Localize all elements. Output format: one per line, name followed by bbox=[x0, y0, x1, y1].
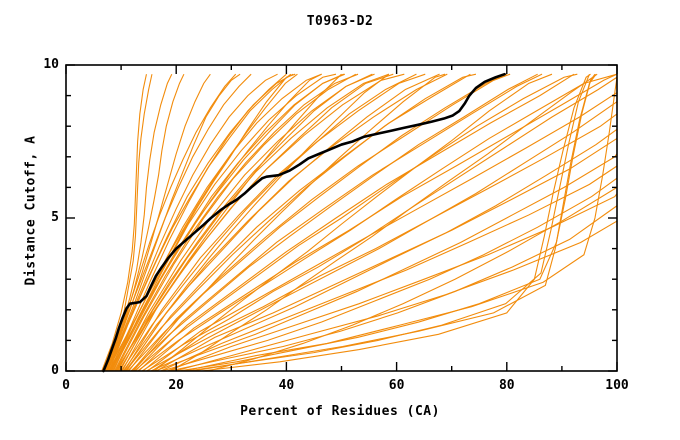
prediction-curve bbox=[132, 73, 446, 372]
prediction-curve bbox=[127, 73, 508, 372]
x-tick-label: 20 bbox=[168, 378, 185, 393]
prediction-curve bbox=[130, 73, 538, 372]
prediction-curve bbox=[120, 73, 417, 372]
x-tick-label: 80 bbox=[498, 378, 515, 393]
prediction-curve bbox=[187, 73, 590, 372]
prediction-curve bbox=[141, 76, 618, 372]
y-tick-label: 5 bbox=[51, 210, 59, 225]
prediction-curve bbox=[109, 73, 322, 372]
y-tick-label: 10 bbox=[43, 57, 59, 72]
prediction-curve bbox=[125, 73, 477, 372]
prediction-curve bbox=[122, 73, 440, 372]
prediction-curve bbox=[150, 128, 618, 372]
prediction-curve bbox=[138, 73, 575, 372]
prediction-curve bbox=[147, 92, 618, 372]
prediction-curve bbox=[128, 73, 471, 372]
x-axis-label: Percent of Residues (CA) bbox=[240, 404, 440, 419]
prediction-curve bbox=[135, 73, 543, 372]
prediction-curve bbox=[167, 193, 618, 372]
prediction-curve bbox=[153, 73, 553, 372]
prediction-curve bbox=[106, 73, 241, 372]
prediction-curve bbox=[114, 73, 359, 372]
prediction-curve bbox=[160, 165, 618, 372]
prediction-curve bbox=[170, 73, 598, 372]
y-tick-label: 0 bbox=[51, 363, 59, 378]
prediction-curve bbox=[161, 177, 618, 372]
prediction-curve bbox=[142, 73, 618, 372]
x-tick-label: 0 bbox=[62, 378, 70, 393]
prediction-curve bbox=[101, 74, 147, 372]
prediction-curve bbox=[146, 101, 618, 372]
prediction-curve bbox=[104, 73, 252, 372]
prediction-curve bbox=[102, 73, 237, 372]
prediction-curve bbox=[115, 73, 342, 372]
prediction-curve bbox=[169, 205, 618, 372]
prediction-curve bbox=[112, 73, 337, 372]
prediction-curve bbox=[208, 186, 618, 372]
prediction-curve bbox=[174, 220, 618, 372]
prediction-curve bbox=[107, 73, 278, 372]
prediction-curve bbox=[151, 113, 618, 372]
prediction-curve bbox=[155, 153, 618, 372]
x-tick-label: 100 bbox=[605, 378, 629, 393]
x-tick-label: 40 bbox=[278, 378, 295, 393]
prediction-curve bbox=[133, 73, 578, 372]
prediction-curve bbox=[192, 73, 597, 372]
highlight-curve-layer bbox=[102, 72, 506, 373]
prediction-curve bbox=[116, 73, 373, 372]
prediction-curve bbox=[201, 73, 591, 372]
prediction-curves-layer bbox=[101, 73, 618, 372]
x-tick-label: 60 bbox=[388, 378, 405, 393]
axes-layer bbox=[65, 64, 618, 372]
prediction-curve bbox=[118, 73, 394, 372]
prediction-curve bbox=[125, 73, 390, 372]
chart-title: T0963-D2 bbox=[306, 14, 374, 29]
prediction-curve bbox=[137, 73, 618, 372]
prediction-curve bbox=[156, 137, 618, 372]
prediction-curve bbox=[106, 73, 292, 372]
prediction-curve bbox=[105, 73, 296, 372]
highlight-curve bbox=[102, 72, 506, 373]
